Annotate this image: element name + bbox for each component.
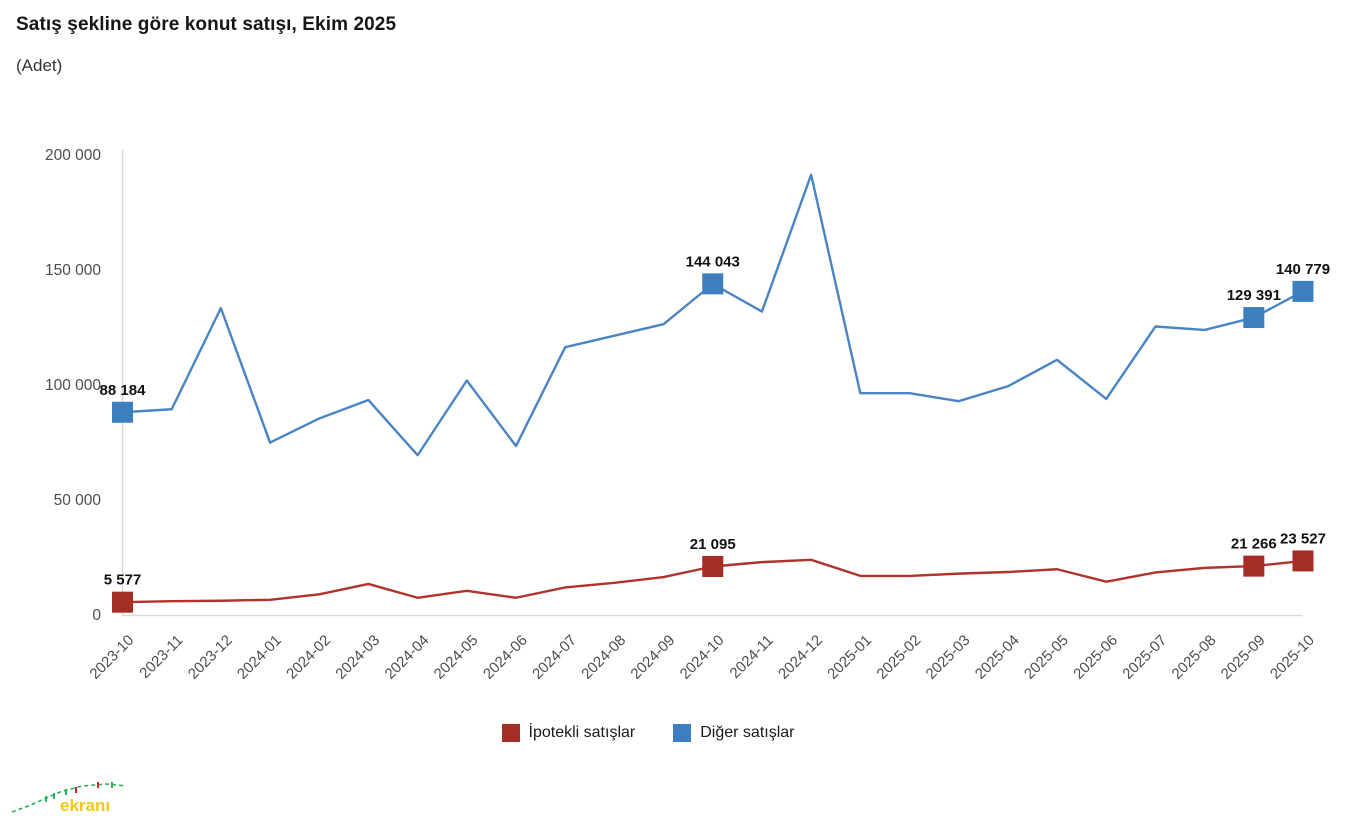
data-point-label: 88 184 [100, 382, 147, 399]
watermark-logo: ekranı [11, 782, 127, 815]
x-tick-label: 2024-08 [578, 632, 629, 683]
x-tick-label: 2024-12 [775, 632, 826, 683]
data-point-marker [112, 401, 133, 423]
x-tick-label: 2024-11 [727, 632, 777, 682]
legend-label: Diğer satışlar [700, 724, 795, 741]
data-point-label: 21 266 [1231, 536, 1277, 553]
data-point-marker [112, 591, 133, 613]
y-tick-label: 200 000 [45, 147, 101, 164]
x-tick-label: 2024-06 [480, 632, 531, 683]
y-tick-label: 150 000 [45, 262, 101, 279]
chart-title: Satış şekline göre konut satışı, Ekim 20… [16, 14, 397, 35]
x-tick-label: 2024-10 [677, 632, 728, 683]
x-tick-label: 2024-02 [283, 632, 334, 683]
x-tick-label: 2025-04 [972, 632, 1023, 683]
watermark-ticks [45, 782, 113, 802]
x-tick-label: 2023-11 [136, 632, 186, 682]
series-line [122, 173, 1304, 457]
legend-item: İpotekli satışlar [501, 724, 636, 742]
data-point-label: 129 391 [1227, 287, 1281, 304]
series-i̇potekli: 5 577 21 095 21 266 23 527 [104, 530, 1326, 613]
x-tick-label: 2024-01 [234, 632, 285, 683]
x-tick-label: 2024-09 [627, 632, 678, 683]
chart-legend: İpotekli satışlar Diğer satışlar [0, 724, 1331, 742]
data-point-marker [702, 556, 724, 578]
data-point-marker [702, 273, 724, 295]
data-point-label: 5 577 [104, 572, 142, 589]
legend-item: Diğer satışlar [673, 724, 794, 742]
data-point-marker [1292, 550, 1314, 572]
x-tick-label: 2025-06 [1070, 632, 1121, 683]
data-point-marker [1243, 555, 1265, 577]
x-tick-label: 2023-10 [86, 632, 137, 683]
data-point-marker [1243, 307, 1265, 329]
data-point-label: 140 779 [1276, 261, 1330, 278]
y-tick-label: 0 [92, 607, 101, 624]
x-tick-label: 2024-05 [431, 632, 482, 683]
data-point-label: 23 527 [1280, 530, 1326, 547]
x-tick-label: 2025-08 [1168, 632, 1219, 683]
chart-subtitle: (Adet) [16, 56, 63, 75]
y-tick-label: 100 000 [45, 377, 101, 394]
legend-swatch [501, 724, 520, 742]
x-tick-label: 2025-07 [1119, 632, 1170, 683]
data-point-label: 144 043 [686, 253, 740, 270]
watermark-text: ekranı [60, 796, 110, 815]
watermark-curve [11, 783, 127, 813]
x-tick-label: 2024-07 [529, 632, 580, 683]
x-tick-label: 2025-05 [1021, 632, 1072, 683]
x-tick-label: 2024-04 [381, 632, 432, 683]
series-diğer: 88 184 144 043 129 391 140 779 [100, 173, 1330, 457]
data-point-label: 21 095 [690, 536, 736, 553]
legend-label: İpotekli satışlar [528, 724, 636, 741]
data-point-marker [1292, 280, 1314, 302]
x-tick-label: 2025-09 [1218, 632, 1269, 683]
x-tick-label: 2025-10 [1267, 632, 1318, 683]
x-tick-label: 2023-12 [185, 632, 236, 683]
x-tick-label: 2024-03 [332, 632, 383, 683]
x-tick-label: 2025-01 [824, 632, 875, 683]
x-tick-label: 2025-02 [873, 632, 924, 683]
legend-swatch [673, 724, 692, 742]
x-tick-label: 2025-03 [923, 632, 974, 683]
y-tick-label: 50 000 [54, 492, 102, 509]
